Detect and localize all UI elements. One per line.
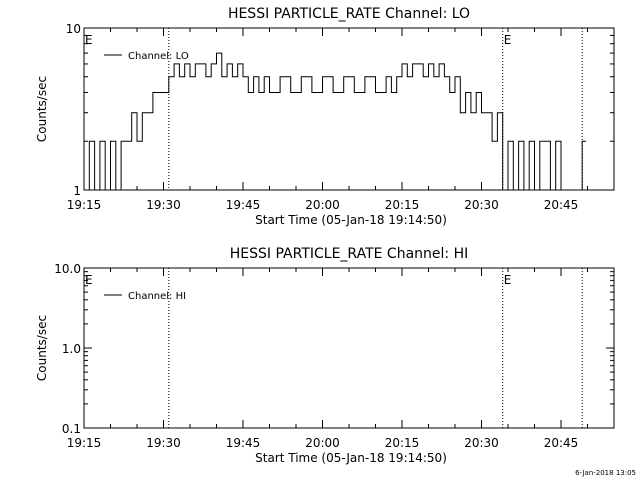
legend-label: Channel: HI [128, 291, 186, 302]
x-tick-label: 19:15 [67, 436, 102, 450]
x-axis-label: Start Time (05-Jan-18 19:14:50) [255, 451, 447, 465]
series-line [84, 52, 587, 191]
x-tick-label: 20:45 [544, 436, 579, 450]
chart-title: HESSI PARTICLE_RATE Channel: LO [228, 6, 470, 22]
x-axis-label: Start Time (05-Jan-18 19:14:50) [255, 213, 447, 227]
x-tick-label: 20:15 [385, 436, 420, 450]
x-tick-label: 19:30 [146, 198, 181, 212]
x-tick-label: 20:00 [305, 198, 340, 212]
legend-label: Channel: LO [128, 51, 189, 62]
event-marker-label: E [85, 33, 93, 47]
event-marker-label: E [504, 273, 512, 287]
y-tick-label: 0.1 [62, 422, 81, 436]
event-marker-label: E [504, 33, 512, 47]
event-marker-label: E [85, 273, 93, 287]
x-tick-label: 19:15 [67, 198, 102, 212]
y-tick-label: 1.0 [62, 342, 81, 356]
y-tick-label: 10.0 [54, 262, 81, 276]
x-tick-label: 20:15 [385, 198, 420, 212]
chart-title: HESSI PARTICLE_RATE Channel: HI [230, 246, 468, 262]
plot-timestamp: 6-Jan-2018 13:05 [575, 469, 636, 477]
y-axis-label: Counts/sec [35, 76, 49, 142]
x-tick-label: 19:45 [226, 436, 261, 450]
x-tick-label: 20:30 [464, 436, 499, 450]
x-tick-label: 19:45 [226, 198, 261, 212]
x-tick-label: 20:00 [305, 436, 340, 450]
y-tick-label: 1 [73, 184, 81, 198]
y-axis-label: Counts/sec [35, 315, 49, 381]
x-tick-label: 19:30 [146, 436, 181, 450]
x-tick-label: 20:45 [544, 198, 579, 212]
y-tick-label: 10 [66, 22, 81, 36]
x-tick-label: 20:30 [464, 198, 499, 212]
